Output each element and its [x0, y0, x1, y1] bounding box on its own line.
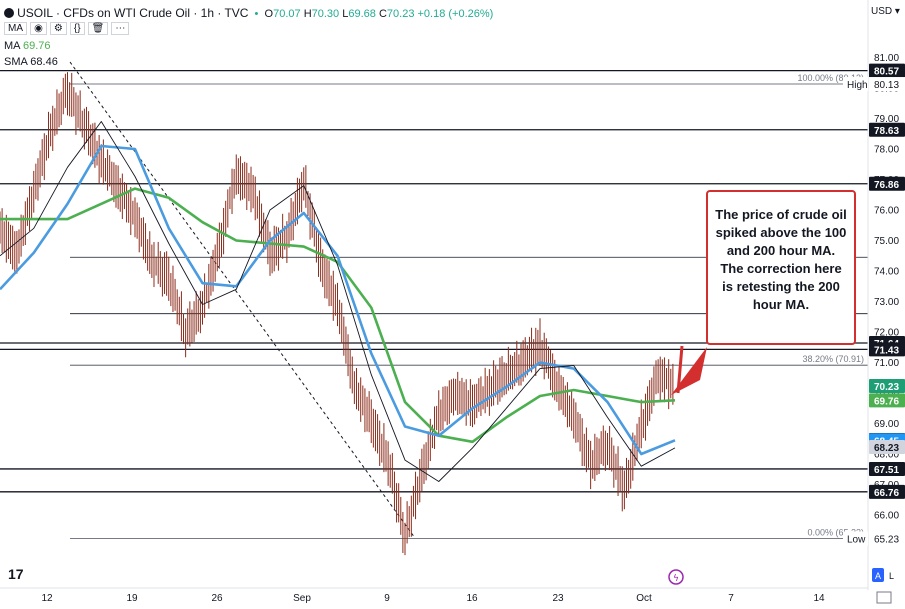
y-tick-9: 75.00: [874, 236, 899, 247]
close-value: 70.23: [386, 8, 415, 20]
fib-label-0: 100.00% (80.13): [797, 73, 864, 83]
log-scale-button[interactable]: L: [889, 571, 894, 581]
fib-label-2: 38.20% (70.91): [802, 354, 864, 364]
low-label: L: [342, 8, 349, 20]
high-value: 70.30: [311, 8, 340, 20]
event-icon-glyph: ϟ: [673, 574, 679, 584]
fib-levels: 100.00% (80.13) 0.00% (65.23) 38.20% (70.9…: [70, 73, 868, 539]
price-pill-text-7: 69.76: [874, 396, 899, 407]
fib-label-1: 0.00% (65.23): [807, 527, 864, 537]
price-pill-bg-3: [869, 176, 905, 191]
price-tag-1: High: [847, 80, 868, 91]
ma-legend-label: MA: [4, 40, 20, 52]
annotation-arrow-head: [671, 347, 707, 395]
x-tick-0: 12: [41, 593, 53, 604]
close-label: C: [378, 8, 387, 20]
y-tick-13: 79.00: [874, 114, 899, 125]
sma-legend-label: SMA: [4, 56, 28, 68]
annotation-text: The price of crude oil spiked above the …: [715, 207, 847, 312]
chevron-down-icon: ▾: [894, 6, 900, 17]
price-pill-bg-2: [869, 122, 905, 137]
price-pill-text-11: 67.51: [874, 465, 899, 476]
x-tick-7: Oct: [636, 593, 652, 604]
y-tick-15: 81.00: [874, 53, 899, 64]
source-code-icon[interactable]: {}: [69, 22, 85, 35]
x-tick-6: 23: [552, 593, 564, 604]
price-pill-text-13: 65.23: [874, 534, 899, 545]
price-tag-bg-13: [843, 531, 868, 546]
more-icon[interactable]: ⋯: [111, 22, 130, 35]
x-tick-4: 9: [384, 593, 390, 604]
price-pill-bg-12: [869, 484, 905, 499]
x-tick-8: 7: [728, 593, 734, 604]
y-tick-0: 66.00: [874, 511, 899, 522]
price-pill-bg-10: [869, 439, 905, 454]
price-pill-bg-13: [869, 531, 905, 546]
delete-icon[interactable]: 🗑: [87, 22, 109, 35]
y-tick-7: 73.00: [874, 297, 899, 308]
settings-icon[interactable]: [876, 591, 892, 604]
price-tag-bg-1: [843, 77, 868, 92]
price-pill-bg-1: [869, 77, 905, 92]
price-axis-labels: 80.5780.13High78.6376.8671.6471.4370.236…: [843, 63, 905, 546]
event-icon[interactable]: [668, 569, 684, 585]
settings-gear-icon[interactable]: ⚙: [49, 22, 67, 35]
x-tick-5: 16: [466, 593, 478, 604]
high-label: H: [303, 8, 312, 20]
indicator-toolbar: MA ◉ ⚙ {} 🗑 ⋯: [4, 22, 130, 35]
y-tick-10: 76.00: [874, 206, 899, 217]
moving-average-lines: [0, 121, 676, 482]
y-tick-12: 78.00: [874, 145, 899, 156]
price-pill-text-2: 78.63: [874, 126, 899, 137]
x-tick-3: Sep: [293, 593, 311, 604]
time-axis-ticks: 12 19 26 Sep 9 16 23 Oct 7 14: [41, 593, 825, 604]
auto-scale-icon: A: [875, 571, 881, 581]
symbol-legend: USOIL · CFDs on WTI Crude Oil · 1h · TVC…: [4, 6, 493, 20]
price-pill-text-6: 70.23: [874, 382, 899, 393]
x-tick-1: 19: [126, 593, 138, 604]
series-line-ma-50: [0, 121, 676, 482]
price-pill-text-3: 76.86: [874, 180, 899, 191]
open-value: 70.07: [273, 8, 301, 20]
price-tag-13: Low: [847, 534, 866, 545]
symbol-icon: [4, 8, 14, 18]
sma-legend-value: 68.46: [30, 56, 58, 68]
price-pill-text-0: 80.57: [874, 67, 899, 78]
auto-scale-button[interactable]: [872, 568, 884, 582]
tradingview-logo[interactable]: 17: [8, 566, 24, 582]
y-tick-5: 71.00: [874, 358, 899, 369]
x-tick-9: 14: [813, 593, 825, 604]
sma-toolbar-label[interactable]: MA: [4, 22, 27, 35]
change-value: +0.18 (+0.26%): [417, 8, 494, 20]
low-value: 69.68: [348, 8, 376, 20]
price-pill-text-5: 71.43: [874, 345, 899, 356]
x-tick-2: 26: [211, 593, 223, 604]
y-tick-2: 68.00: [874, 450, 899, 461]
price-pill-bg-5: [869, 342, 905, 357]
series-line-ma: [0, 187, 676, 444]
price-pill-text-10: 68.23: [874, 443, 899, 454]
annotation-box[interactable]: The price of crude oil spiked above the …: [706, 190, 856, 345]
ma-legend[interactable]: MA 69.76: [4, 40, 51, 52]
ma-legend-value: 69.76: [22, 40, 51, 52]
fib-trend-line[interactable]: [69, 61, 416, 539]
y-tick-6: 72.00: [874, 328, 899, 339]
price-pill-bg-7: [869, 393, 905, 408]
price-pill-bg-0: [869, 63, 905, 78]
market-status-icon: •: [251, 8, 262, 20]
price-pill-text-12: 66.76: [874, 488, 899, 499]
currency-selector[interactable]: USD ▾: [871, 6, 900, 17]
currency-label: USD: [871, 6, 893, 17]
price-pill-text-1: 80.13: [874, 80, 899, 91]
sma-legend[interactable]: SMA 68.46: [4, 56, 58, 68]
y-tick-3: 69.00: [874, 419, 899, 430]
y-tick-8: 74.00: [874, 267, 899, 278]
open-label: O: [264, 8, 274, 20]
price-pill-bg-11: [869, 461, 905, 476]
eye-icon[interactable]: ◉: [30, 22, 47, 35]
price-pill-bg-6: [869, 378, 905, 393]
symbol-title[interactable]: USOIL · CFDs on WTI Crude Oil · 1h · TVC: [17, 6, 249, 20]
